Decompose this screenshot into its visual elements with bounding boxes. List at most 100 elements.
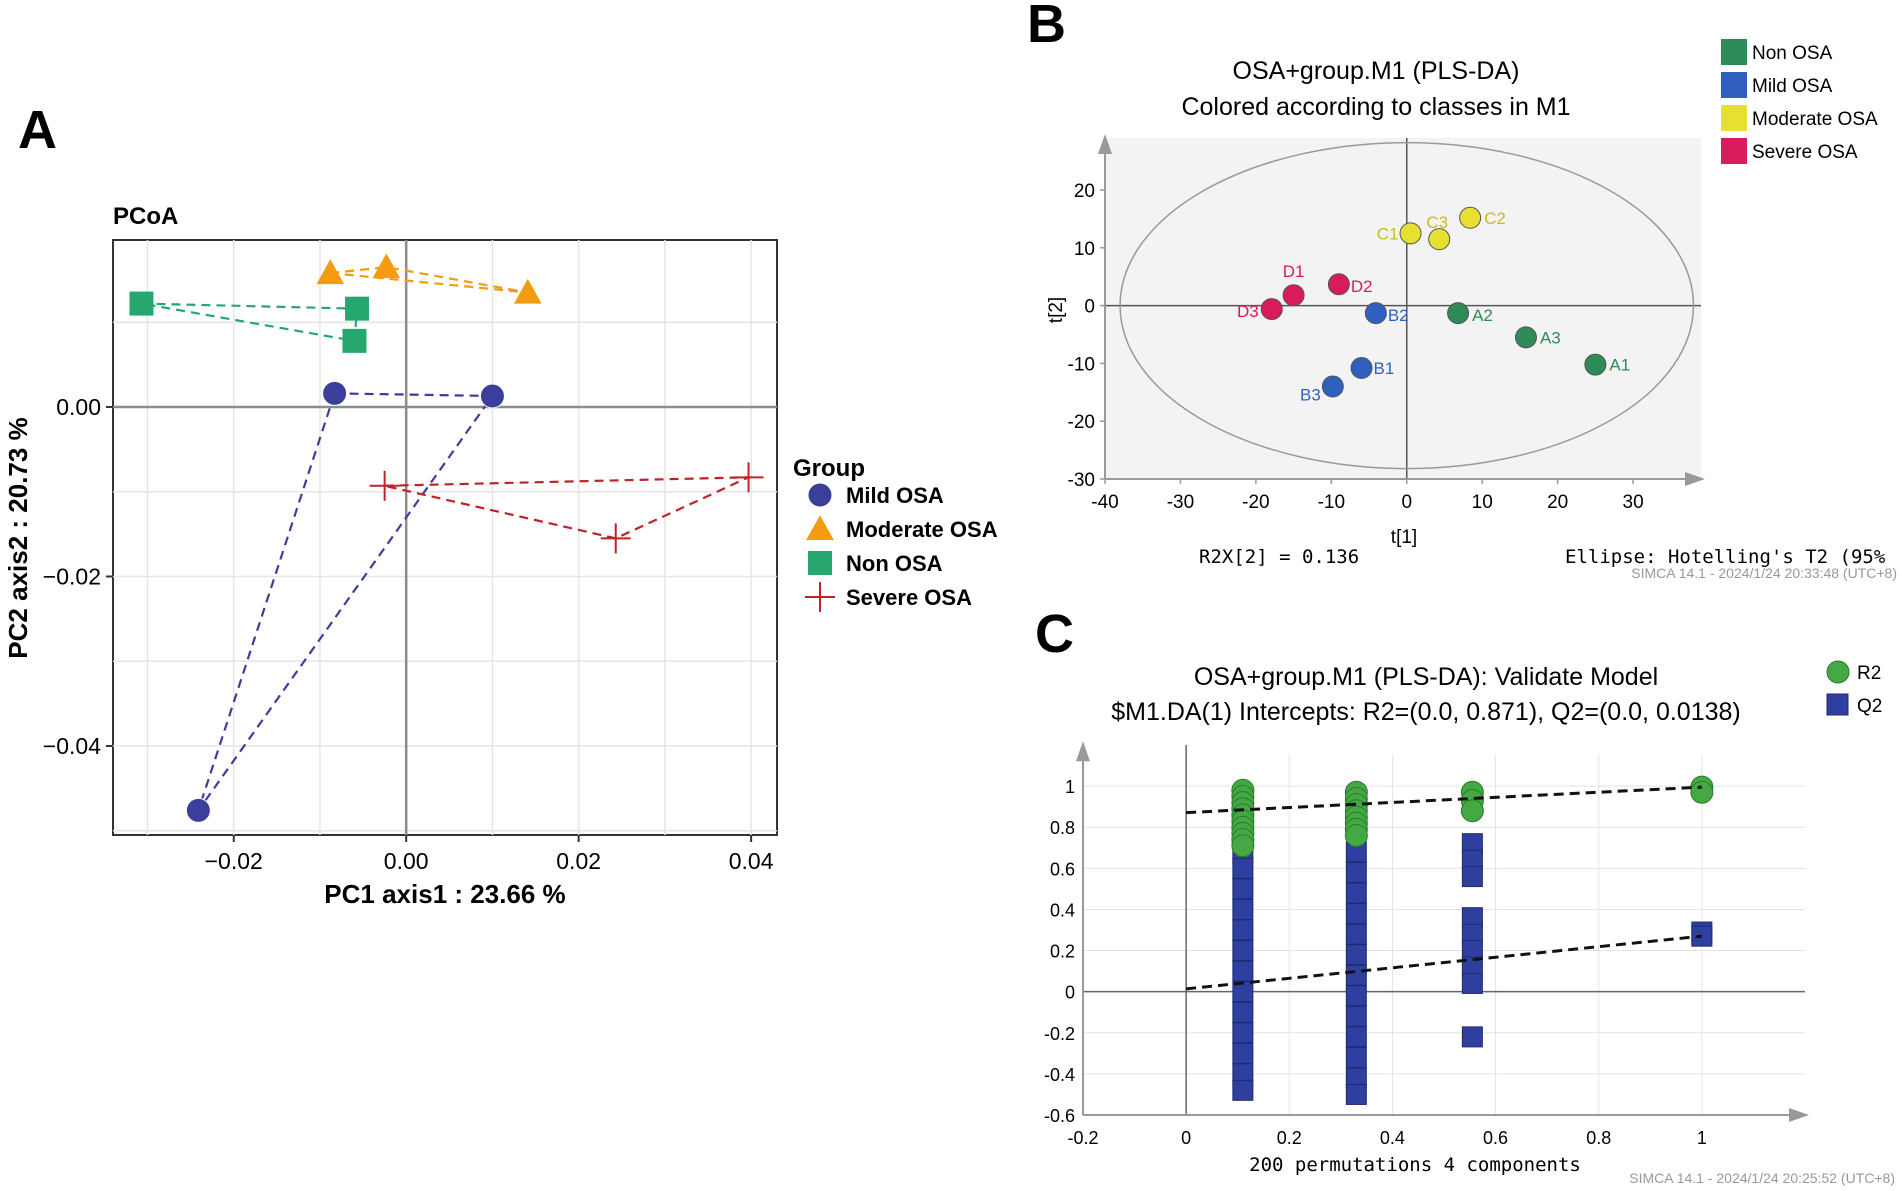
y-tick-label: 0.4 bbox=[1050, 900, 1075, 920]
y-tick-label: 0 bbox=[1084, 297, 1095, 318]
y-tick-label: -20 bbox=[1068, 412, 1095, 433]
data-point bbox=[1584, 353, 1607, 376]
x-tick-label: 0.02 bbox=[556, 848, 601, 874]
r2-regression-line bbox=[1186, 785, 1702, 815]
point-label: B3 bbox=[1300, 386, 1321, 405]
legend-label: R2 bbox=[1857, 663, 1881, 684]
x-tick-label: 0.04 bbox=[729, 848, 774, 874]
x-tick-label: −0.02 bbox=[205, 848, 263, 874]
plsda-subtitle: Colored according to classes in M1 bbox=[1181, 93, 1570, 121]
panel-label-b: B bbox=[1027, 0, 1066, 54]
group-connector bbox=[197, 392, 495, 812]
legend-label: Mild OSA bbox=[1752, 76, 1833, 97]
q2-point bbox=[1232, 857, 1254, 879]
panel-label-a: A bbox=[18, 100, 57, 160]
y-tick-label: 10 bbox=[1074, 239, 1095, 260]
y-tick-label: -0.6 bbox=[1044, 1106, 1075, 1126]
x-tick-label: 0.8 bbox=[1586, 1128, 1611, 1148]
data-point bbox=[345, 296, 370, 321]
data-point bbox=[185, 797, 211, 823]
data-point bbox=[1399, 222, 1422, 245]
group-connector bbox=[384, 476, 750, 540]
q2-point bbox=[1461, 866, 1483, 888]
pcoa-legend: Group Mild OSA Moderate OSA Non OSA Severe … bbox=[793, 455, 998, 612]
x-axis-arrow bbox=[1685, 472, 1705, 486]
pcoa-x-label: PC1 axis1 : 23.66 % bbox=[324, 879, 565, 909]
pcoa-connectors bbox=[141, 266, 750, 812]
q2-point bbox=[1345, 1005, 1367, 1027]
q2-point bbox=[1232, 1079, 1254, 1101]
plsda-r2x-note: R2X[2] = 0.136 bbox=[1199, 546, 1359, 568]
panel-label-c: C bbox=[1035, 604, 1074, 664]
x-tick-label: -0.2 bbox=[1067, 1128, 1098, 1148]
plsda-points: A1 A2 A3 B1 B2 B3 C1 C2 C3 D1 D2 D3 bbox=[1237, 206, 1630, 405]
y-tick-label: 0.8 bbox=[1050, 818, 1075, 838]
data-point bbox=[479, 383, 505, 409]
q2-regression-line bbox=[1185, 934, 1703, 991]
pcoa-gridlines bbox=[113, 240, 777, 835]
y-tick-label: -30 bbox=[1068, 470, 1095, 491]
q2-point bbox=[1345, 903, 1367, 925]
legend-key bbox=[806, 515, 834, 541]
data-point bbox=[1364, 302, 1387, 325]
legend-label: Severe OSA bbox=[846, 585, 972, 610]
legend-label: Non OSA bbox=[1752, 43, 1833, 64]
x-axis-arrow bbox=[1789, 1108, 1809, 1122]
legend-key bbox=[808, 551, 832, 575]
q2-point bbox=[1232, 940, 1254, 962]
r2-point bbox=[1690, 780, 1714, 804]
point-label: B2 bbox=[1388, 306, 1409, 325]
plsda-ellipse-note: Ellipse: Hotelling's T2 (95% bbox=[1565, 546, 1886, 568]
q2-point bbox=[1345, 882, 1367, 904]
x-tick-label: 0 bbox=[1181, 1128, 1191, 1148]
point-label: D3 bbox=[1237, 302, 1259, 321]
legend-key bbox=[805, 582, 835, 612]
x-tick-label: -30 bbox=[1167, 492, 1194, 513]
y-axis-arrow bbox=[1076, 741, 1090, 762]
data-point bbox=[1514, 326, 1537, 349]
x-tick-label: 0 bbox=[1401, 492, 1412, 513]
plsda-plot-area bbox=[1105, 138, 1701, 479]
q2-point bbox=[1461, 972, 1483, 994]
plsda-y-label: t[2] bbox=[1046, 297, 1067, 323]
group-connector bbox=[141, 302, 359, 343]
r2-point bbox=[1460, 799, 1484, 823]
legend-key bbox=[1721, 105, 1747, 131]
pcoa-y-label: PC2 axis2 : 20.73 % bbox=[3, 417, 33, 658]
data-point bbox=[1447, 302, 1470, 325]
x-tick-label: -10 bbox=[1318, 492, 1345, 513]
x-tick-label: -40 bbox=[1091, 492, 1118, 513]
data-point bbox=[1428, 228, 1451, 251]
q2-point bbox=[1461, 1026, 1483, 1048]
y-tick-label: 0.00 bbox=[56, 394, 101, 420]
x-tick-label: 10 bbox=[1472, 492, 1493, 513]
pcoa-legend-title: Group bbox=[793, 455, 865, 482]
y-tick-label: -0.2 bbox=[1044, 1024, 1075, 1044]
validate-subtitle: $M1.DA(1) Intercepts: R2=(0.0, 0.871), Q… bbox=[1111, 698, 1741, 726]
hotelling-ellipse bbox=[1119, 141, 1695, 470]
point-label: D2 bbox=[1351, 277, 1373, 296]
x-tick-label: 0.4 bbox=[1380, 1128, 1405, 1148]
data-point bbox=[369, 470, 400, 501]
q2-point bbox=[1232, 898, 1254, 920]
y-tick-label: 0.2 bbox=[1050, 942, 1075, 962]
q2-point bbox=[1345, 1046, 1367, 1068]
point-label: A1 bbox=[1609, 356, 1630, 375]
legend-key bbox=[1721, 39, 1747, 65]
point-label: A2 bbox=[1472, 306, 1493, 325]
data-point bbox=[1459, 206, 1482, 229]
x-tick-label: -20 bbox=[1242, 492, 1269, 513]
panel-c-validation: OSA+group.M1 (PLS-DA): Validate Model $M… bbox=[1044, 660, 1895, 1186]
q2-point bbox=[1345, 944, 1367, 966]
q2-point bbox=[1232, 1022, 1254, 1044]
validate-points bbox=[1185, 775, 1714, 1105]
pcoa-ticks: −0.02 0.00 0.02 0.04 0.00 −0.02 −0.04 bbox=[43, 394, 774, 874]
legend-key-r2 bbox=[1826, 660, 1850, 684]
q2-point bbox=[1232, 1042, 1254, 1064]
y-tick-label: −0.04 bbox=[43, 733, 101, 759]
pcoa-points bbox=[129, 253, 764, 823]
q2-point bbox=[1345, 1083, 1367, 1105]
legend-key-q2 bbox=[1826, 693, 1849, 716]
